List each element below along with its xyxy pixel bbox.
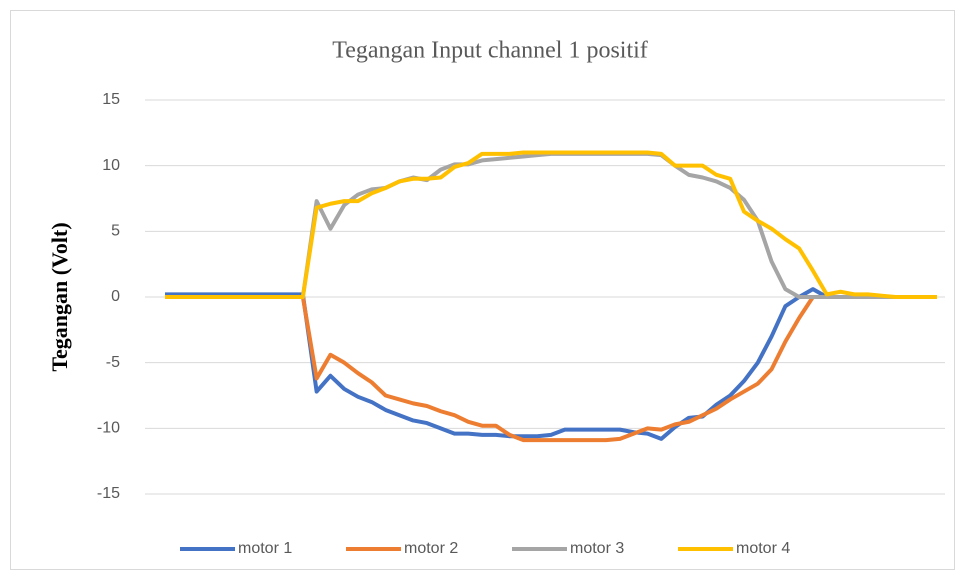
legend-label: motor 3 <box>570 540 624 557</box>
y-tick-label: -15 <box>97 485 120 502</box>
y-tick-label: 0 <box>111 288 120 305</box>
y-axis-label: Tegangan (Volt) <box>47 222 72 371</box>
legend-label: motor 4 <box>736 540 790 557</box>
y-tick-label: -10 <box>97 420 120 437</box>
y-tick-label: 15 <box>102 91 120 108</box>
y-tick-label: 10 <box>102 157 120 174</box>
y-tick-label: 5 <box>111 223 120 240</box>
chart-title: Tegangan Input channel 1 positif <box>332 38 648 64</box>
legend-label: motor 1 <box>238 540 292 557</box>
legend-label: motor 2 <box>404 540 458 557</box>
y-tick-label: -5 <box>106 354 120 371</box>
series-line <box>165 287 937 441</box>
chart-border <box>10 10 955 570</box>
series-line <box>165 150 937 299</box>
